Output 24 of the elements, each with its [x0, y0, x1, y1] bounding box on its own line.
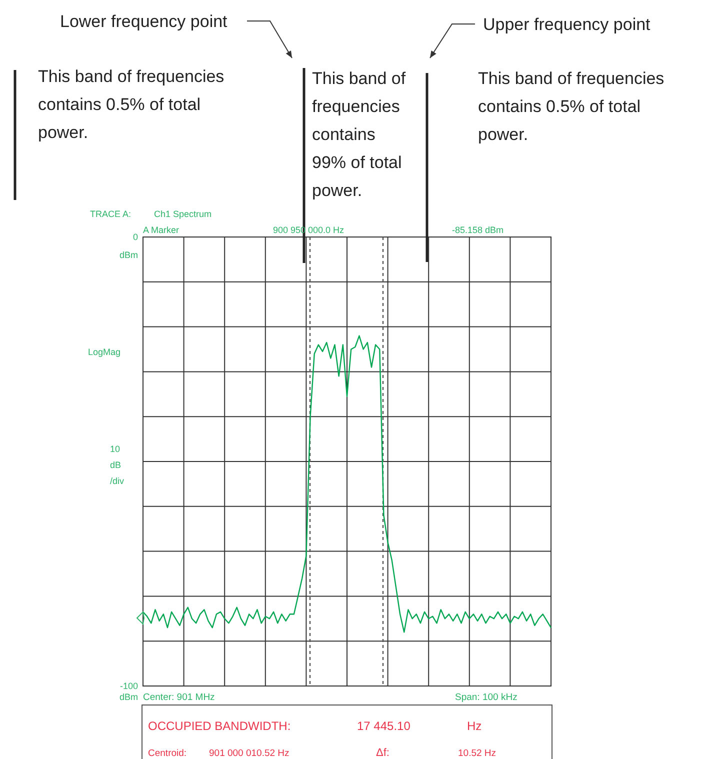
- text: Lower frequency point: [60, 12, 228, 31]
- text: dBm: [119, 250, 138, 260]
- text: TRACE A:: [90, 209, 132, 219]
- text: This band of frequencies contains 0.5% of total power.: [478, 69, 664, 144]
- text: 10.52 Hz: [458, 748, 496, 759]
- text: OCCUPIED BANDWIDTH:: [148, 719, 291, 733]
- text: Hz: [467, 719, 482, 733]
- text: Upper frequency point: [483, 15, 651, 34]
- text: This band of frequencies contains 0.5% of total power.: [38, 67, 224, 142]
- text: -85.158 dBm: [452, 225, 504, 235]
- text: 17 445.10: [357, 719, 411, 733]
- y-tick-label: -100: [120, 681, 138, 691]
- text: LogMag: [88, 347, 121, 357]
- y-tick-label: 0: [132, 232, 138, 242]
- text: 10 dB /div: [110, 444, 125, 486]
- text: 901 000 010.52 Hz: [209, 748, 290, 759]
- text: Ch1 Spectrum: [154, 209, 212, 219]
- text: Center: 901 MHz: [143, 692, 216, 703]
- text: Centroid:: [148, 748, 187, 759]
- text: Span: 100 kHz: [455, 692, 518, 703]
- text: This band of frequencies contains 99% of total power.: [312, 69, 406, 200]
- text: Δf:: [376, 747, 390, 759]
- text: A Marker: [143, 225, 180, 235]
- text: dBm: [119, 692, 138, 702]
